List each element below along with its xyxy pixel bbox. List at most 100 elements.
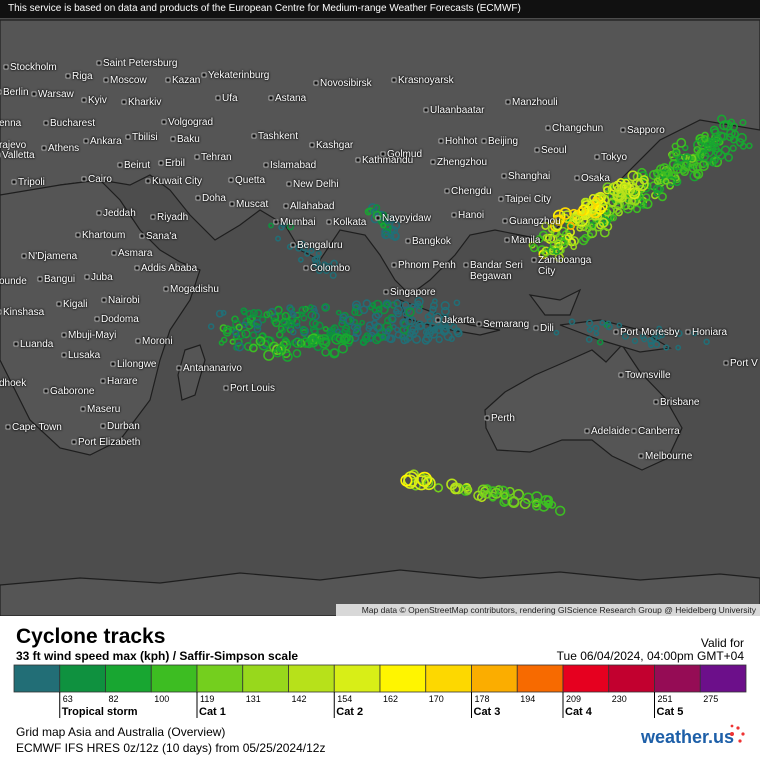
city-dot (451, 212, 457, 218)
track-point (297, 256, 304, 263)
track-point (339, 313, 348, 322)
city-label: Moroni (142, 336, 173, 347)
track-point (421, 336, 431, 345)
city-dot (201, 72, 207, 78)
track-point (585, 319, 594, 327)
track-point (359, 319, 366, 326)
city-dot (84, 274, 90, 280)
track-point (370, 302, 377, 308)
city-label: Islamabad (270, 160, 317, 171)
city-dot (618, 372, 624, 378)
city-label: Lusaka (68, 350, 101, 361)
track-point (635, 177, 649, 192)
track-point (584, 225, 592, 233)
track-point (529, 243, 539, 253)
scale-tick-label: 119 (200, 694, 214, 704)
track-point (222, 325, 233, 335)
city-label: Moscow (110, 75, 147, 86)
city-label: Sapporo (627, 125, 665, 136)
track-point (464, 485, 473, 494)
track-point (597, 193, 610, 206)
track-point (692, 140, 703, 150)
city-label: Taipei City (505, 194, 552, 205)
track-point (656, 325, 663, 332)
track-point (616, 191, 627, 203)
city-dot (383, 289, 389, 295)
city-dot (31, 91, 37, 97)
track-point (522, 492, 534, 505)
notice-bar (0, 0, 760, 18)
city-dot (268, 95, 274, 101)
city-dot (533, 325, 539, 331)
city-label: Colombo (310, 263, 351, 274)
city-dot (194, 154, 200, 160)
scale-tick-label: 275 (703, 694, 718, 704)
track-point (241, 309, 248, 316)
city-label: Kuwait City (152, 176, 203, 187)
track-point (607, 182, 622, 196)
scale-swatch (654, 664, 701, 693)
track-point (249, 337, 260, 347)
track-point (675, 344, 682, 351)
track-point (311, 311, 320, 321)
city-dot (405, 238, 411, 244)
city-dot (163, 286, 169, 292)
city-label: Allahabad (290, 201, 335, 212)
track-point (391, 220, 401, 230)
city-label: enna (0, 118, 22, 129)
category-label: Tropical storm (62, 706, 138, 718)
track-point (729, 144, 737, 152)
track-point (453, 299, 461, 307)
track-point (275, 330, 284, 339)
track-point (682, 153, 692, 162)
city-dot (638, 453, 644, 459)
city-dot (81, 97, 87, 103)
attribution: Map data © OpenStreetMap contributors, r… (361, 605, 756, 615)
scale-swatch (425, 664, 472, 693)
city-label: Adelaide (591, 426, 630, 437)
city-label: Zhengzhou (437, 157, 488, 168)
track-point (312, 261, 319, 268)
track-point (448, 335, 455, 343)
track-point (299, 325, 308, 334)
logo-rays (730, 724, 745, 743)
city-label: Townsville (625, 370, 671, 381)
city-dot (75, 232, 81, 238)
scale-swatch (516, 664, 564, 693)
city-label: Mbuji-Mayi (68, 330, 117, 341)
city-label: Erbil (165, 158, 186, 169)
track-point (236, 330, 246, 340)
track-point (676, 137, 687, 148)
track-point (612, 180, 624, 192)
city-dot (71, 439, 77, 445)
track-point (286, 222, 295, 231)
city-dot (502, 218, 508, 224)
city-dot (139, 233, 145, 239)
city-label: Mumbai (280, 217, 316, 228)
city-label: Dodoma (101, 314, 139, 325)
track-point (699, 150, 710, 161)
track-point (281, 311, 290, 321)
track-point (220, 309, 227, 316)
city-label: Port V (730, 358, 758, 369)
city-label: Khartoum (82, 230, 126, 241)
city-dot (125, 134, 131, 140)
city-label: Valletta (2, 150, 35, 161)
city-label: Cape Town (12, 422, 62, 433)
track-point (318, 334, 330, 346)
track-point (564, 232, 573, 241)
track-point (675, 329, 683, 337)
track-point (207, 323, 215, 330)
city-label: Golmud (387, 149, 423, 160)
city-label: Kazan (172, 75, 201, 86)
city-dot (286, 181, 292, 187)
track-point (298, 305, 308, 315)
city-dot (685, 329, 691, 335)
track-point (399, 318, 409, 328)
track-point (243, 342, 253, 351)
city-dot (391, 262, 397, 268)
track-point (312, 320, 319, 327)
track-point (655, 332, 662, 340)
track-point (315, 266, 324, 275)
city-label: Tripoli (18, 177, 45, 188)
